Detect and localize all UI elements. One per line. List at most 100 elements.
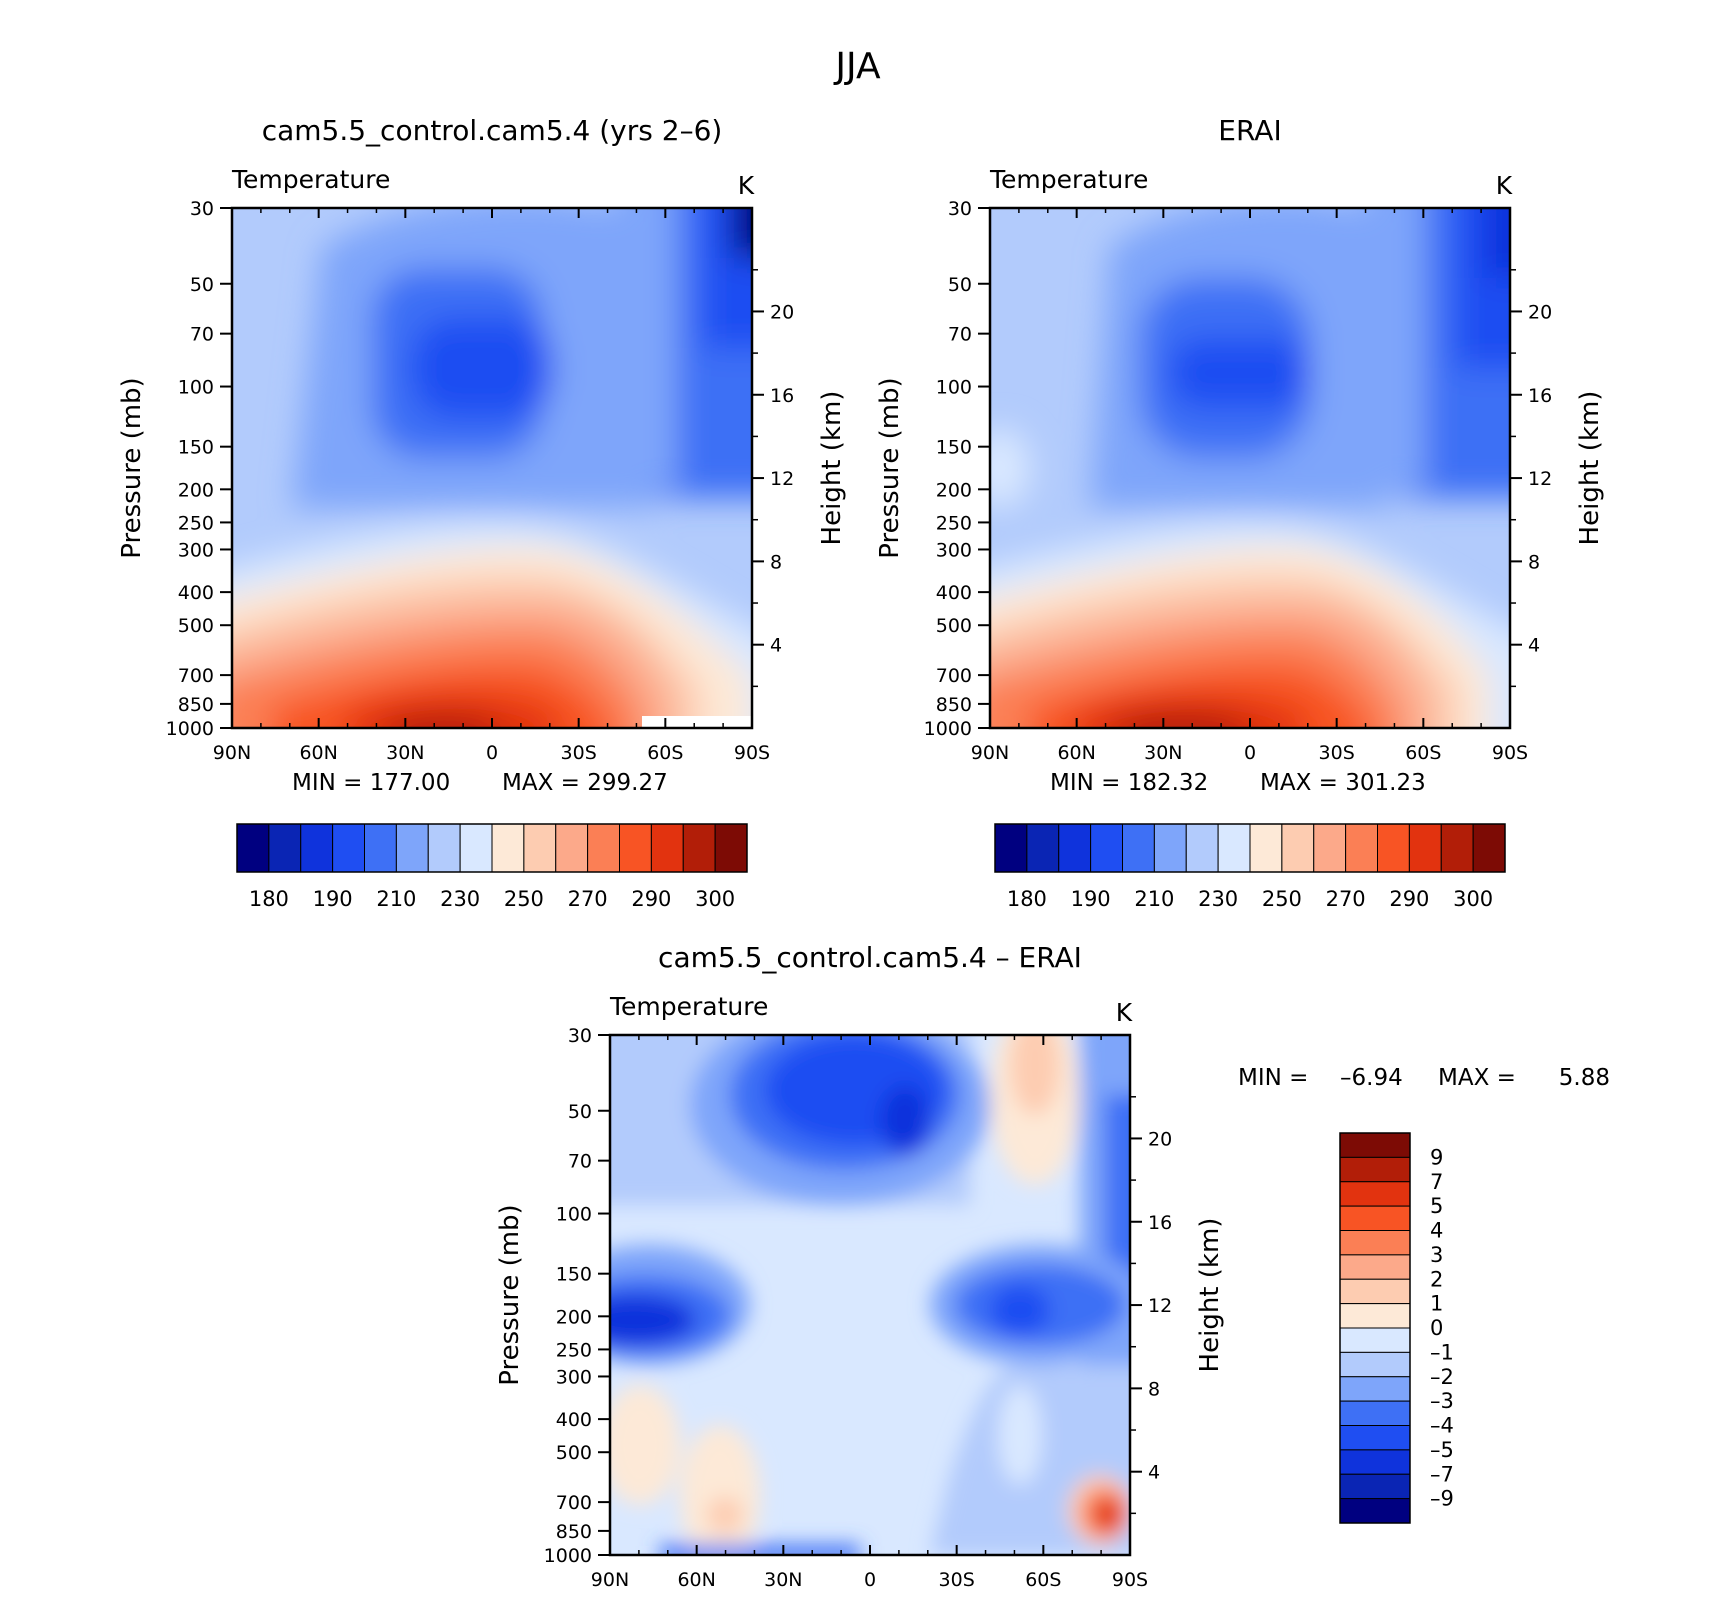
colorbar-swatch [1345, 823, 1378, 873]
x-tick-label: 60S [1405, 742, 1441, 764]
colorbar-swatch [1339, 1254, 1411, 1280]
colorbar-label: 230 [440, 887, 480, 911]
colorbar-label: –9 [1430, 1487, 1454, 1511]
colorbar-swatch [1026, 823, 1060, 873]
colorbar-label: 250 [504, 887, 544, 911]
colorbar-label: –7 [1430, 1462, 1454, 1486]
y-tick-label: 850 [556, 1521, 592, 1543]
panel-annotations: ERAI Temperature K 90N 60N 30N 0 30S 60S 90S 30 50 7… [875, 114, 1605, 911]
y-axis-right-label: Height (km) [817, 391, 847, 546]
x-tick-label: 90S [734, 742, 770, 764]
units-label: K [738, 171, 755, 200]
y-tick-label: 70 [190, 324, 214, 346]
colorbar-swatch [1058, 823, 1092, 873]
y-tick-label: 400 [556, 1409, 592, 1431]
colorbar-label: 230 [1198, 887, 1238, 911]
y-tick-label: 1000 [166, 718, 214, 740]
plot-area-erai [990, 208, 1510, 728]
colorbar-label: –5 [1430, 1438, 1454, 1462]
y-right-tick-label: 16 [1528, 385, 1552, 407]
y-right-tick-label: 8 [1148, 1378, 1160, 1400]
y-tick-label: 1000 [924, 718, 972, 740]
colorbar-swatch [1339, 1449, 1411, 1475]
y-right-tick-label: 20 [770, 301, 794, 323]
y-right-tick-label: 16 [1148, 1212, 1172, 1234]
colorbar-swatch [236, 823, 270, 873]
colorbar-label: 290 [631, 887, 671, 911]
field-blob [990, 1285, 1050, 1335]
y-tick-label: 700 [178, 665, 214, 687]
colorbar-swatch [1377, 823, 1410, 873]
x-tick-label: 0 [486, 742, 498, 764]
y-tick-label: 500 [178, 615, 214, 637]
y-right-tick-label: 4 [1148, 1462, 1160, 1484]
colorbar-label: 5 [1430, 1194, 1443, 1218]
y-right-tick-label: 4 [770, 635, 782, 657]
colorbar-label: –1 [1430, 1340, 1454, 1364]
field-blob [880, 1085, 930, 1155]
colorbar-swatch [682, 823, 716, 873]
colorbar-swatch [1339, 1132, 1411, 1158]
y-tick-label: 500 [556, 1442, 592, 1464]
y-tick-label: 200 [178, 479, 214, 501]
y-right-tick-label: 12 [1148, 1295, 1172, 1317]
colorbar-label: 7 [1430, 1170, 1443, 1194]
field-blob [990, 428, 1030, 508]
colorbar-frame [994, 823, 1506, 873]
max-label: MAX = [1438, 1065, 1516, 1091]
colorbar-swatch [1472, 823, 1506, 873]
colorbar-swatch [1339, 1376, 1411, 1402]
x-tick-label: 60N [1057, 742, 1095, 764]
colorbar-label: 9 [1430, 1145, 1443, 1169]
field-blob [1112, 713, 1248, 728]
min-label: MIN = 182.32 [1050, 770, 1208, 796]
panel-title: cam5.5_control.cam5.4 – ERAI [658, 941, 1082, 974]
panel-model [230, 206, 754, 730]
colorbar-swatch [1339, 1278, 1411, 1305]
y-right-tick-label: 12 [1528, 468, 1552, 490]
x-tick-label: 30S [939, 1569, 975, 1591]
x-tick-label: 90N [971, 742, 1009, 764]
colorbar-swatch [427, 823, 461, 873]
variable-label: Temperature [989, 165, 1148, 194]
colorbar-swatch [587, 823, 620, 873]
colorbar-swatch [268, 823, 302, 873]
min-label: MIN = [1238, 1065, 1308, 1091]
colorbar-label: –4 [1430, 1414, 1454, 1438]
colorbar-swatch [1249, 823, 1283, 873]
x-tick-label: 60S [1025, 1569, 1061, 1591]
x-tick-label: 30N [1144, 742, 1182, 764]
y-tick-label: 1000 [544, 1545, 592, 1567]
field-blob [680, 1425, 760, 1555]
y-tick-label: 30 [948, 198, 972, 220]
colorbar-label: 270 [1326, 887, 1366, 911]
colorbar-swatch [619, 823, 652, 873]
colorbar-swatch [1217, 823, 1251, 873]
colorbar-swatch [300, 823, 334, 873]
colorbar-swatch [1313, 823, 1347, 873]
x-tick-label: 30N [386, 742, 424, 764]
temperature-field [232, 208, 752, 728]
masked-region [642, 716, 752, 728]
colorbar-label: –3 [1430, 1389, 1454, 1413]
y-right-tick-label: 8 [770, 551, 782, 573]
colorbar-label: 290 [1389, 887, 1429, 911]
y-tick-label: 30 [190, 198, 214, 220]
colorbar-swatch [650, 823, 684, 873]
colorbar-label: 3 [1430, 1243, 1443, 1267]
colorbar-label: 210 [1134, 887, 1174, 911]
y-tick-label: 100 [556, 1204, 592, 1226]
y-tick-label: 200 [936, 479, 972, 501]
colorbar-label: 1 [1430, 1292, 1443, 1316]
field-blob [732, 208, 752, 258]
x-tick-label: 90S [1112, 1569, 1148, 1591]
colorbar-swatch [1339, 1473, 1411, 1500]
y-right-tick-label: 16 [770, 385, 794, 407]
colorbar-swatch [1339, 1498, 1411, 1524]
colorbar-swatch [1339, 1205, 1411, 1231]
variable-label: Temperature [231, 165, 390, 194]
difference-field [610, 1035, 1130, 1555]
colorbar-swatch [1408, 823, 1442, 873]
colorbar-label: 180 [249, 887, 289, 911]
